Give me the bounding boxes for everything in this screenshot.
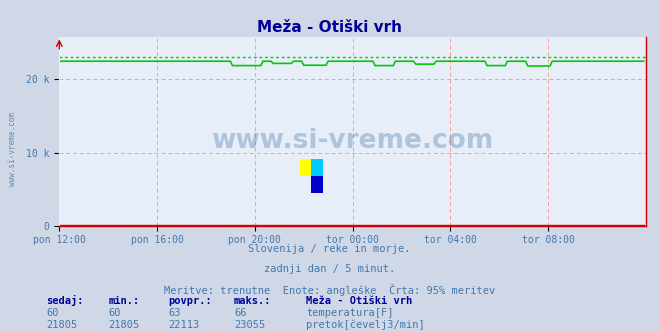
- Bar: [312, 159, 323, 176]
- Text: 63: 63: [168, 308, 181, 318]
- Text: 60: 60: [109, 308, 121, 318]
- Text: temperatura[F]: temperatura[F]: [306, 308, 394, 318]
- Text: 22113: 22113: [168, 320, 199, 330]
- Text: 23055: 23055: [234, 320, 265, 330]
- Text: min.:: min.:: [109, 296, 140, 306]
- Text: maks.:: maks.:: [234, 296, 272, 306]
- Text: Meža - Otiški vrh: Meža - Otiški vrh: [306, 296, 413, 306]
- Text: 21805: 21805: [46, 320, 77, 330]
- Bar: [312, 176, 323, 193]
- Text: zadnji dan / 5 minut.: zadnji dan / 5 minut.: [264, 264, 395, 274]
- Text: 21805: 21805: [109, 320, 140, 330]
- Text: sedaj:: sedaj:: [46, 295, 84, 306]
- Text: www.si-vreme.com: www.si-vreme.com: [212, 127, 494, 154]
- Text: 66: 66: [234, 308, 246, 318]
- Text: Slovenija / reke in morje.: Slovenija / reke in morje.: [248, 244, 411, 254]
- Text: www.si-vreme.com: www.si-vreme.com: [8, 113, 17, 186]
- Text: 60: 60: [46, 308, 59, 318]
- Text: Meža - Otiški vrh: Meža - Otiški vrh: [257, 20, 402, 35]
- Text: povpr.:: povpr.:: [168, 296, 212, 306]
- Text: pretok[čevelj3/min]: pretok[čevelj3/min]: [306, 319, 425, 330]
- Bar: [300, 159, 312, 176]
- Text: Meritve: trenutne  Enote: angleške  Črta: 95% meritev: Meritve: trenutne Enote: angleške Črta: …: [164, 284, 495, 296]
